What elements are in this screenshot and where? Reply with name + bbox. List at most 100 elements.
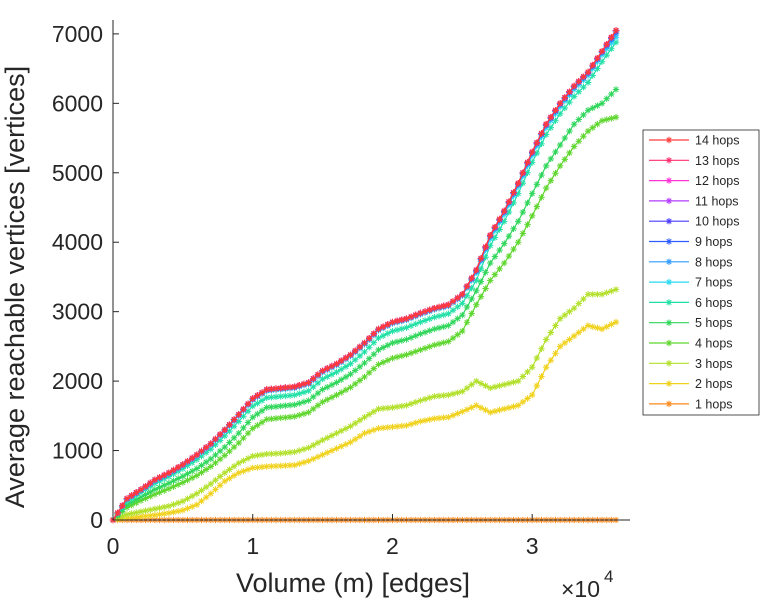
data-point [198, 497, 205, 505]
data-point [575, 88, 582, 95]
data-point [216, 431, 224, 438]
data-point [342, 363, 350, 370]
data-point [570, 304, 578, 312]
data-point [421, 329, 429, 336]
data-point [347, 423, 354, 430]
data-point [375, 334, 382, 342]
data-point [305, 387, 312, 395]
x-tick-label: 0 [107, 533, 120, 559]
legend-item: 4 hops [649, 337, 733, 351]
data-point [310, 393, 317, 401]
data-point [556, 343, 564, 350]
data-point [412, 419, 419, 426]
legend-label: 1 hops [695, 397, 733, 411]
series-14-hops [109, 27, 620, 524]
data-point [230, 463, 238, 470]
data-point [454, 315, 461, 322]
data-point [533, 139, 541, 146]
data-point [324, 434, 331, 442]
data-point [505, 233, 513, 240]
data-point [398, 316, 405, 323]
data-point [235, 439, 242, 447]
data-point [491, 223, 499, 231]
data-point [119, 502, 126, 509]
data-point [496, 406, 503, 414]
series-3-hops [109, 286, 620, 524]
legend-item: 2 hops [649, 377, 733, 391]
legend-box [642, 129, 760, 416]
data-point [542, 162, 550, 170]
data-point [305, 379, 312, 386]
data-point [328, 432, 336, 439]
data-point [263, 394, 270, 401]
data-point [487, 259, 494, 267]
data-point [370, 408, 378, 415]
x-axis-multiplier: ×10 4 [561, 567, 613, 600]
data-point [421, 417, 429, 424]
data-point [584, 68, 592, 76]
data-point [594, 291, 601, 298]
data-point [375, 325, 382, 333]
data-point [528, 148, 536, 156]
data-point [538, 345, 545, 352]
data-point [221, 469, 228, 476]
data-point [454, 294, 461, 301]
data-point [463, 283, 471, 290]
data-point [556, 100, 564, 107]
data-point [524, 368, 531, 376]
data-point [114, 509, 121, 517]
data-point [188, 474, 196, 482]
data-point [324, 449, 331, 456]
data-point [300, 380, 308, 388]
data-point [561, 339, 568, 347]
data-point [379, 359, 387, 366]
data-point [170, 466, 177, 474]
legend-item: 6 hops [649, 296, 733, 310]
data-point [161, 482, 168, 489]
data-point [286, 401, 294, 409]
data-point [538, 194, 545, 201]
data-point [598, 100, 606, 107]
data-point [249, 395, 256, 402]
data-point [412, 348, 419, 355]
legend-marker [665, 360, 673, 367]
data-point [370, 365, 378, 372]
data-point [449, 390, 457, 398]
data-point [314, 379, 322, 387]
data-point [580, 73, 587, 80]
data-point [370, 330, 378, 337]
data-point [128, 498, 135, 506]
data-point [584, 291, 592, 298]
data-point [198, 487, 205, 494]
data-point [547, 329, 555, 336]
data-point [575, 116, 582, 123]
data-point [361, 429, 368, 437]
data-point [533, 149, 541, 157]
data-point [496, 215, 503, 223]
data-point [561, 311, 568, 319]
data-point [426, 343, 433, 350]
data-point [612, 286, 620, 293]
data-point [356, 433, 364, 440]
data-point [179, 479, 187, 486]
data-point [333, 445, 340, 452]
data-point [361, 414, 368, 421]
data-point [389, 327, 396, 335]
data-point [556, 141, 564, 149]
data-point [398, 352, 405, 360]
data-point [365, 369, 373, 376]
data-point [170, 477, 177, 485]
data-point [561, 134, 568, 142]
data-point [449, 298, 457, 305]
data-point [310, 375, 317, 382]
legend-marker [665, 400, 673, 408]
data-point [393, 326, 401, 334]
data-point [468, 310, 475, 317]
data-point [356, 377, 364, 384]
data-point [482, 406, 489, 414]
data-point [347, 439, 354, 446]
data-point [528, 391, 536, 399]
data-point [519, 398, 527, 406]
data-point [328, 362, 336, 370]
data-point [575, 329, 582, 336]
